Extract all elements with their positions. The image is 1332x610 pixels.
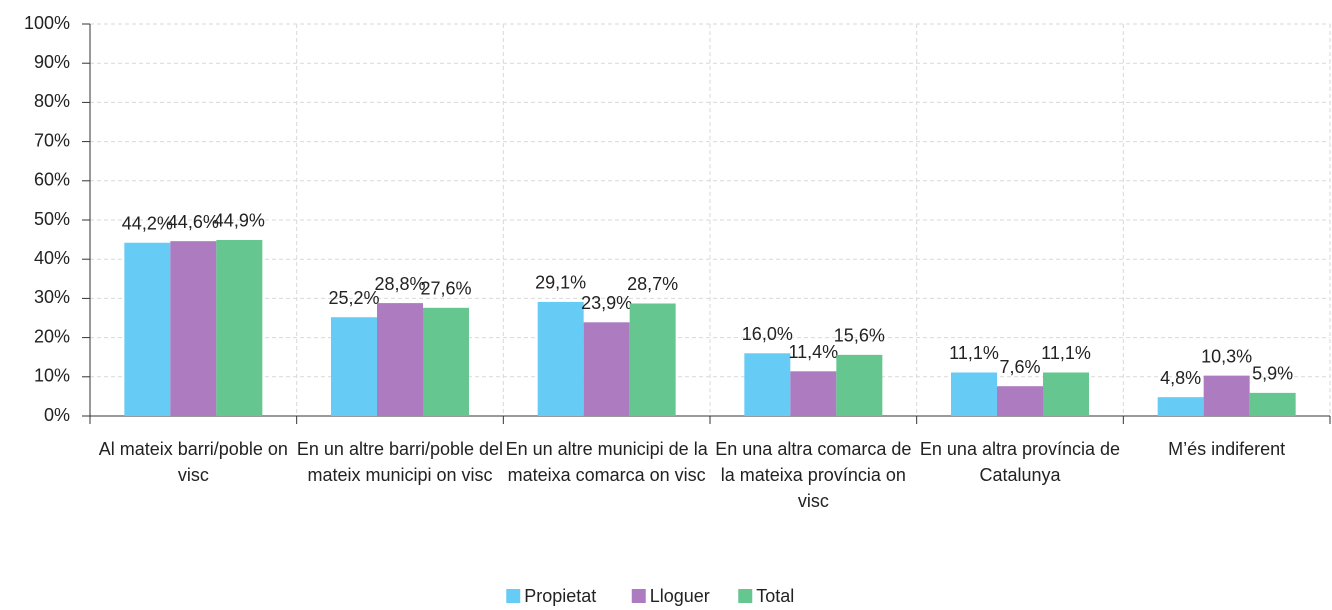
bar bbox=[124, 242, 171, 416]
bar bbox=[377, 303, 423, 416]
value-label: 11,1% bbox=[949, 343, 999, 363]
legend-label: Total bbox=[756, 586, 794, 606]
bar bbox=[1249, 392, 1296, 416]
x-tick-label: En un altre barri/poble del mateix munic… bbox=[296, 439, 504, 485]
bar bbox=[951, 372, 997, 416]
value-label: 15,6% bbox=[834, 326, 885, 346]
value-label: 27,6% bbox=[420, 279, 471, 299]
x-tick-label: En una altra comarca de la mateixa proví… bbox=[715, 439, 912, 511]
bar bbox=[537, 301, 584, 416]
bar bbox=[170, 241, 217, 416]
x-tick-label: En una altra província de Catalunya bbox=[919, 439, 1121, 485]
y-tick-label: 20% bbox=[34, 326, 70, 346]
bar bbox=[1203, 375, 1250, 416]
y-tick-label: 40% bbox=[34, 248, 70, 268]
value-label: 28,7% bbox=[627, 274, 678, 294]
y-tick-label: 70% bbox=[34, 130, 70, 150]
legend-swatch bbox=[631, 589, 646, 603]
bar bbox=[629, 303, 676, 416]
bar bbox=[583, 322, 630, 416]
value-label: 11,1% bbox=[1041, 343, 1091, 363]
y-tick-label: 0% bbox=[44, 405, 70, 425]
x-tick-label: En un altre municipi de la mateixa comar… bbox=[505, 439, 708, 485]
bar bbox=[836, 354, 883, 416]
bar bbox=[1157, 397, 1204, 416]
value-label: 44,2% bbox=[122, 213, 173, 233]
value-label: 23,9% bbox=[581, 293, 632, 313]
bar bbox=[216, 239, 263, 416]
y-tick-label: 30% bbox=[34, 287, 70, 307]
y-tick-label: 80% bbox=[34, 91, 70, 111]
value-label: 16,0% bbox=[742, 324, 793, 344]
y-tick-label: 90% bbox=[34, 52, 70, 72]
y-tick-label: 60% bbox=[34, 170, 70, 190]
legend-label: Lloguer bbox=[650, 586, 710, 606]
value-label: 10,3% bbox=[1201, 346, 1252, 366]
bar bbox=[423, 307, 469, 416]
bar bbox=[790, 371, 837, 416]
bar bbox=[1043, 372, 1089, 416]
value-label: 44,6% bbox=[168, 212, 219, 232]
legend-label: Propietat bbox=[524, 586, 596, 606]
value-label: 5,9% bbox=[1252, 364, 1293, 384]
bar bbox=[331, 317, 377, 416]
x-tick-label: Al mateix barri/poble on visc bbox=[98, 439, 288, 485]
value-label: 25,2% bbox=[328, 288, 379, 308]
y-tick-label: 10% bbox=[34, 366, 70, 386]
y-tick-label: 100% bbox=[24, 13, 70, 33]
value-label: 28,8% bbox=[374, 274, 425, 294]
legend-swatch bbox=[506, 589, 521, 603]
bar bbox=[744, 353, 791, 416]
legend-swatch bbox=[738, 589, 753, 603]
x-tick-label: M’és indiferent bbox=[1168, 439, 1286, 459]
y-tick-label: 50% bbox=[34, 209, 70, 229]
value-label: 29,1% bbox=[535, 273, 586, 293]
value-label: 4,8% bbox=[1160, 368, 1201, 388]
value-label: 7,6% bbox=[999, 357, 1040, 377]
value-label: 11,4% bbox=[788, 342, 838, 362]
bar bbox=[997, 386, 1043, 416]
value-label: 44,9% bbox=[214, 211, 265, 231]
